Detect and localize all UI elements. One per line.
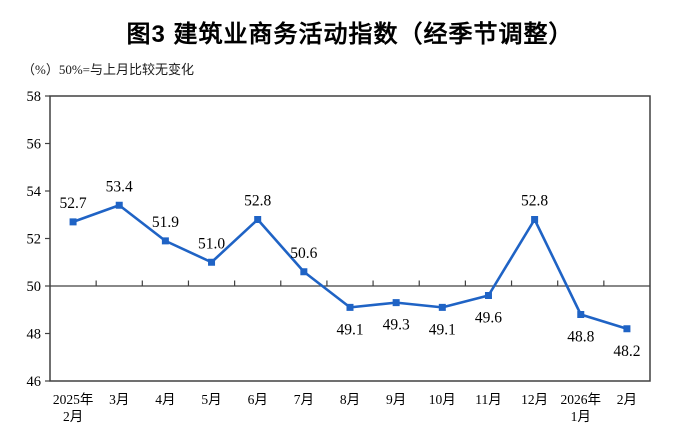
data-point-marker: [531, 216, 539, 223]
data-point-marker: [300, 268, 308, 276]
data-label: 48.8: [567, 329, 594, 346]
data-label: 50.6: [290, 245, 317, 262]
data-label: 51.0: [198, 235, 225, 252]
x-axis-label: 12月: [521, 392, 548, 407]
x-axis-label: 8月: [340, 392, 360, 407]
x-axis-label: 2月: [617, 392, 637, 407]
data-point-marker: [161, 237, 169, 245]
data-point-marker: [208, 258, 216, 266]
data-label: 53.4: [106, 178, 133, 195]
data-label: 49.6: [475, 310, 502, 327]
y-axis-label: 50: [27, 279, 42, 295]
data-point-marker: [69, 218, 77, 226]
x-axis-label: 7月: [294, 392, 314, 407]
x-axis-label: 4月: [155, 392, 175, 407]
x-axis-label: 10月: [429, 392, 456, 407]
x-axis-label: 2026年 1月: [561, 392, 602, 424]
data-point-marker: [623, 325, 631, 333]
x-axis-label: 2025年 2月: [53, 392, 94, 424]
data-point-marker: [254, 216, 262, 223]
data-point-marker: [346, 303, 354, 311]
x-axis-label: 9月: [386, 392, 406, 407]
data-label: 48.2: [613, 343, 640, 360]
data-label: 52.8: [244, 193, 271, 210]
x-axis-label: 11月: [475, 392, 502, 407]
y-axis-label: 58: [27, 89, 42, 105]
data-point-marker: [484, 292, 492, 299]
data-point-marker: [438, 303, 446, 311]
chart-axis-unit-note: （%）50%=与上月比较无变化: [22, 62, 194, 77]
y-axis-label: 56: [27, 137, 42, 153]
x-axis-label: 3月: [109, 392, 129, 407]
data-point-marker: [577, 311, 585, 318]
data-point-marker: [392, 299, 400, 307]
data-label: 49.1: [336, 321, 363, 338]
data-label: 49.1: [429, 321, 456, 338]
y-axis-label: 54: [27, 184, 42, 200]
data-label: 52.7: [60, 195, 87, 212]
x-axis-label: 5月: [201, 392, 221, 407]
y-axis-label: 48: [27, 327, 42, 343]
y-axis-label: 46: [27, 374, 42, 390]
chart-title: 图3 建筑业商务活动指数（经季节调整）: [126, 21, 574, 48]
y-axis-label: 52: [27, 232, 42, 248]
data-label: 51.9: [152, 214, 179, 231]
data-point-marker: [115, 201, 123, 209]
x-axis-label: 6月: [248, 392, 268, 407]
data-label: 49.3: [383, 317, 410, 334]
data-label: 52.8: [521, 193, 548, 210]
